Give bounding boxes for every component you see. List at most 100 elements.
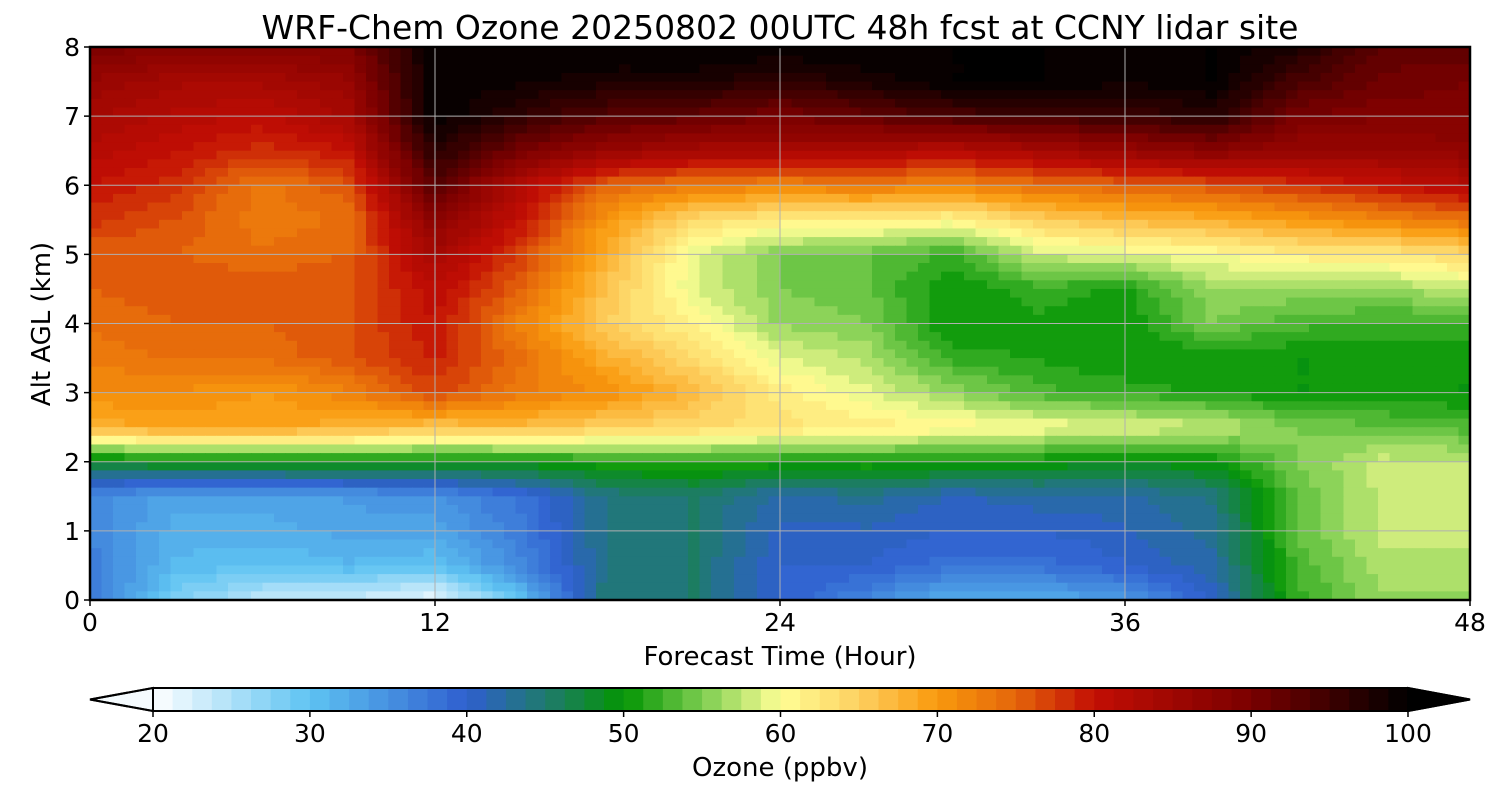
- heatmap-cell: [1332, 254, 1345, 264]
- heatmap-cell: [918, 358, 931, 368]
- heatmap-cell: [515, 90, 528, 100]
- heatmap-cell: [492, 332, 505, 342]
- heatmap-cell: [400, 98, 413, 109]
- heatmap-cell: [676, 124, 689, 135]
- heatmap-cell: [308, 185, 321, 195]
- heatmap-cell: [423, 193, 436, 204]
- heatmap-cell: [308, 116, 321, 126]
- heatmap-cell: [1217, 159, 1230, 169]
- heatmap-cell: [1182, 107, 1195, 117]
- heatmap-cell: [1044, 263, 1057, 273]
- heatmap-cell: [1378, 133, 1391, 143]
- heatmap-cell: [469, 349, 482, 359]
- heatmap-cell: [734, 297, 747, 307]
- heatmap-cell: [124, 332, 137, 342]
- heatmap-cell: [193, 401, 206, 411]
- heatmap-cell: [1447, 245, 1460, 255]
- heatmap-cell: [918, 306, 931, 316]
- heatmap-cell: [688, 254, 701, 264]
- heatmap-cell: [998, 245, 1011, 255]
- heatmap-cell: [228, 219, 241, 230]
- heatmap-cell: [354, 107, 367, 117]
- heatmap-cell: [550, 332, 563, 342]
- heatmap-cell: [895, 202, 908, 212]
- heatmap-cell: [1458, 211, 1470, 221]
- heatmap-cell: [159, 375, 172, 385]
- heatmap-cell: [1159, 98, 1172, 109]
- heatmap-cell: [377, 150, 390, 160]
- heatmap-cell: [653, 271, 666, 281]
- heatmap-cell: [412, 263, 425, 273]
- heatmap-cell: [1079, 366, 1092, 376]
- heatmap-cell: [745, 366, 758, 376]
- heatmap-cell: [1401, 47, 1414, 57]
- heatmap-cell: [1320, 332, 1333, 342]
- heatmap-cell: [1424, 314, 1437, 325]
- heatmap-cell: [481, 245, 494, 255]
- heatmap-cell: [1090, 228, 1103, 238]
- heatmap-cell: [998, 90, 1011, 100]
- heatmap-cell: [1090, 314, 1103, 325]
- heatmap-cell: [400, 202, 413, 212]
- heatmap-cell: [964, 263, 977, 273]
- heatmap-cell: [1067, 306, 1080, 316]
- heatmap-cell: [722, 159, 735, 169]
- heatmap-cell: [412, 116, 425, 126]
- heatmap-cell: [791, 237, 804, 247]
- heatmap-cell: [1240, 98, 1253, 109]
- heatmap-cell: [1320, 47, 1333, 57]
- heatmap-cell: [1286, 245, 1299, 255]
- heatmap-cell: [573, 167, 586, 178]
- heatmap-cell: [826, 349, 839, 359]
- heatmap-cell: [400, 72, 413, 83]
- heatmap-cell: [170, 193, 183, 204]
- heatmap-cell: [205, 323, 218, 333]
- heatmap-cell: [596, 98, 609, 109]
- heatmap-cell: [1010, 288, 1023, 299]
- heatmap-cell: [1412, 340, 1425, 351]
- heatmap-cell: [527, 323, 540, 333]
- heatmap-cell: [423, 159, 436, 169]
- heatmap-cell: [665, 245, 678, 255]
- heatmap-cell: [1148, 167, 1161, 178]
- heatmap-cell: [826, 401, 839, 411]
- heatmap-cell: [1056, 288, 1069, 299]
- heatmap-cell: [1090, 288, 1103, 299]
- heatmap-cell: [1217, 271, 1230, 281]
- heatmap-cell: [1389, 211, 1402, 221]
- heatmap-cell: [389, 202, 402, 212]
- heatmap-cell: [883, 176, 896, 186]
- heatmap-cell: [653, 392, 666, 402]
- heatmap-cell: [308, 159, 321, 169]
- heatmap-cell: [619, 280, 632, 290]
- heatmap-cell: [1113, 280, 1126, 290]
- heatmap-cell: [274, 150, 287, 160]
- heatmap-cell: [481, 288, 494, 299]
- heatmap-cell: [895, 142, 908, 152]
- heatmap-cell: [366, 297, 379, 307]
- heatmap-cell: [435, 340, 448, 351]
- heatmap-cell: [596, 176, 609, 186]
- heatmap-cell: [228, 167, 241, 178]
- heatmap-cell: [1182, 81, 1195, 91]
- heatmap-cell: [1056, 297, 1069, 307]
- heatmap-cell: [849, 340, 862, 351]
- heatmap-cell: [1182, 254, 1195, 264]
- heatmap-cell: [1297, 185, 1310, 195]
- heatmap-cell: [1182, 271, 1195, 281]
- heatmap-cell: [239, 297, 252, 307]
- heatmap-cell: [676, 314, 689, 325]
- heatmap-cell: [1067, 349, 1080, 359]
- heatmap-cell: [1366, 245, 1379, 255]
- heatmap-cell: [826, 245, 839, 255]
- heatmap-cell: [193, 55, 206, 65]
- heatmap-cell: [1435, 90, 1448, 100]
- heatmap-cell: [251, 81, 264, 91]
- heatmap-cell: [699, 340, 712, 351]
- heatmap-cell: [1159, 332, 1172, 342]
- heatmap-cell: [975, 288, 988, 299]
- heatmap-cell: [1366, 358, 1379, 368]
- heatmap-cell: [1274, 185, 1287, 195]
- heatmap-cell: [998, 349, 1011, 359]
